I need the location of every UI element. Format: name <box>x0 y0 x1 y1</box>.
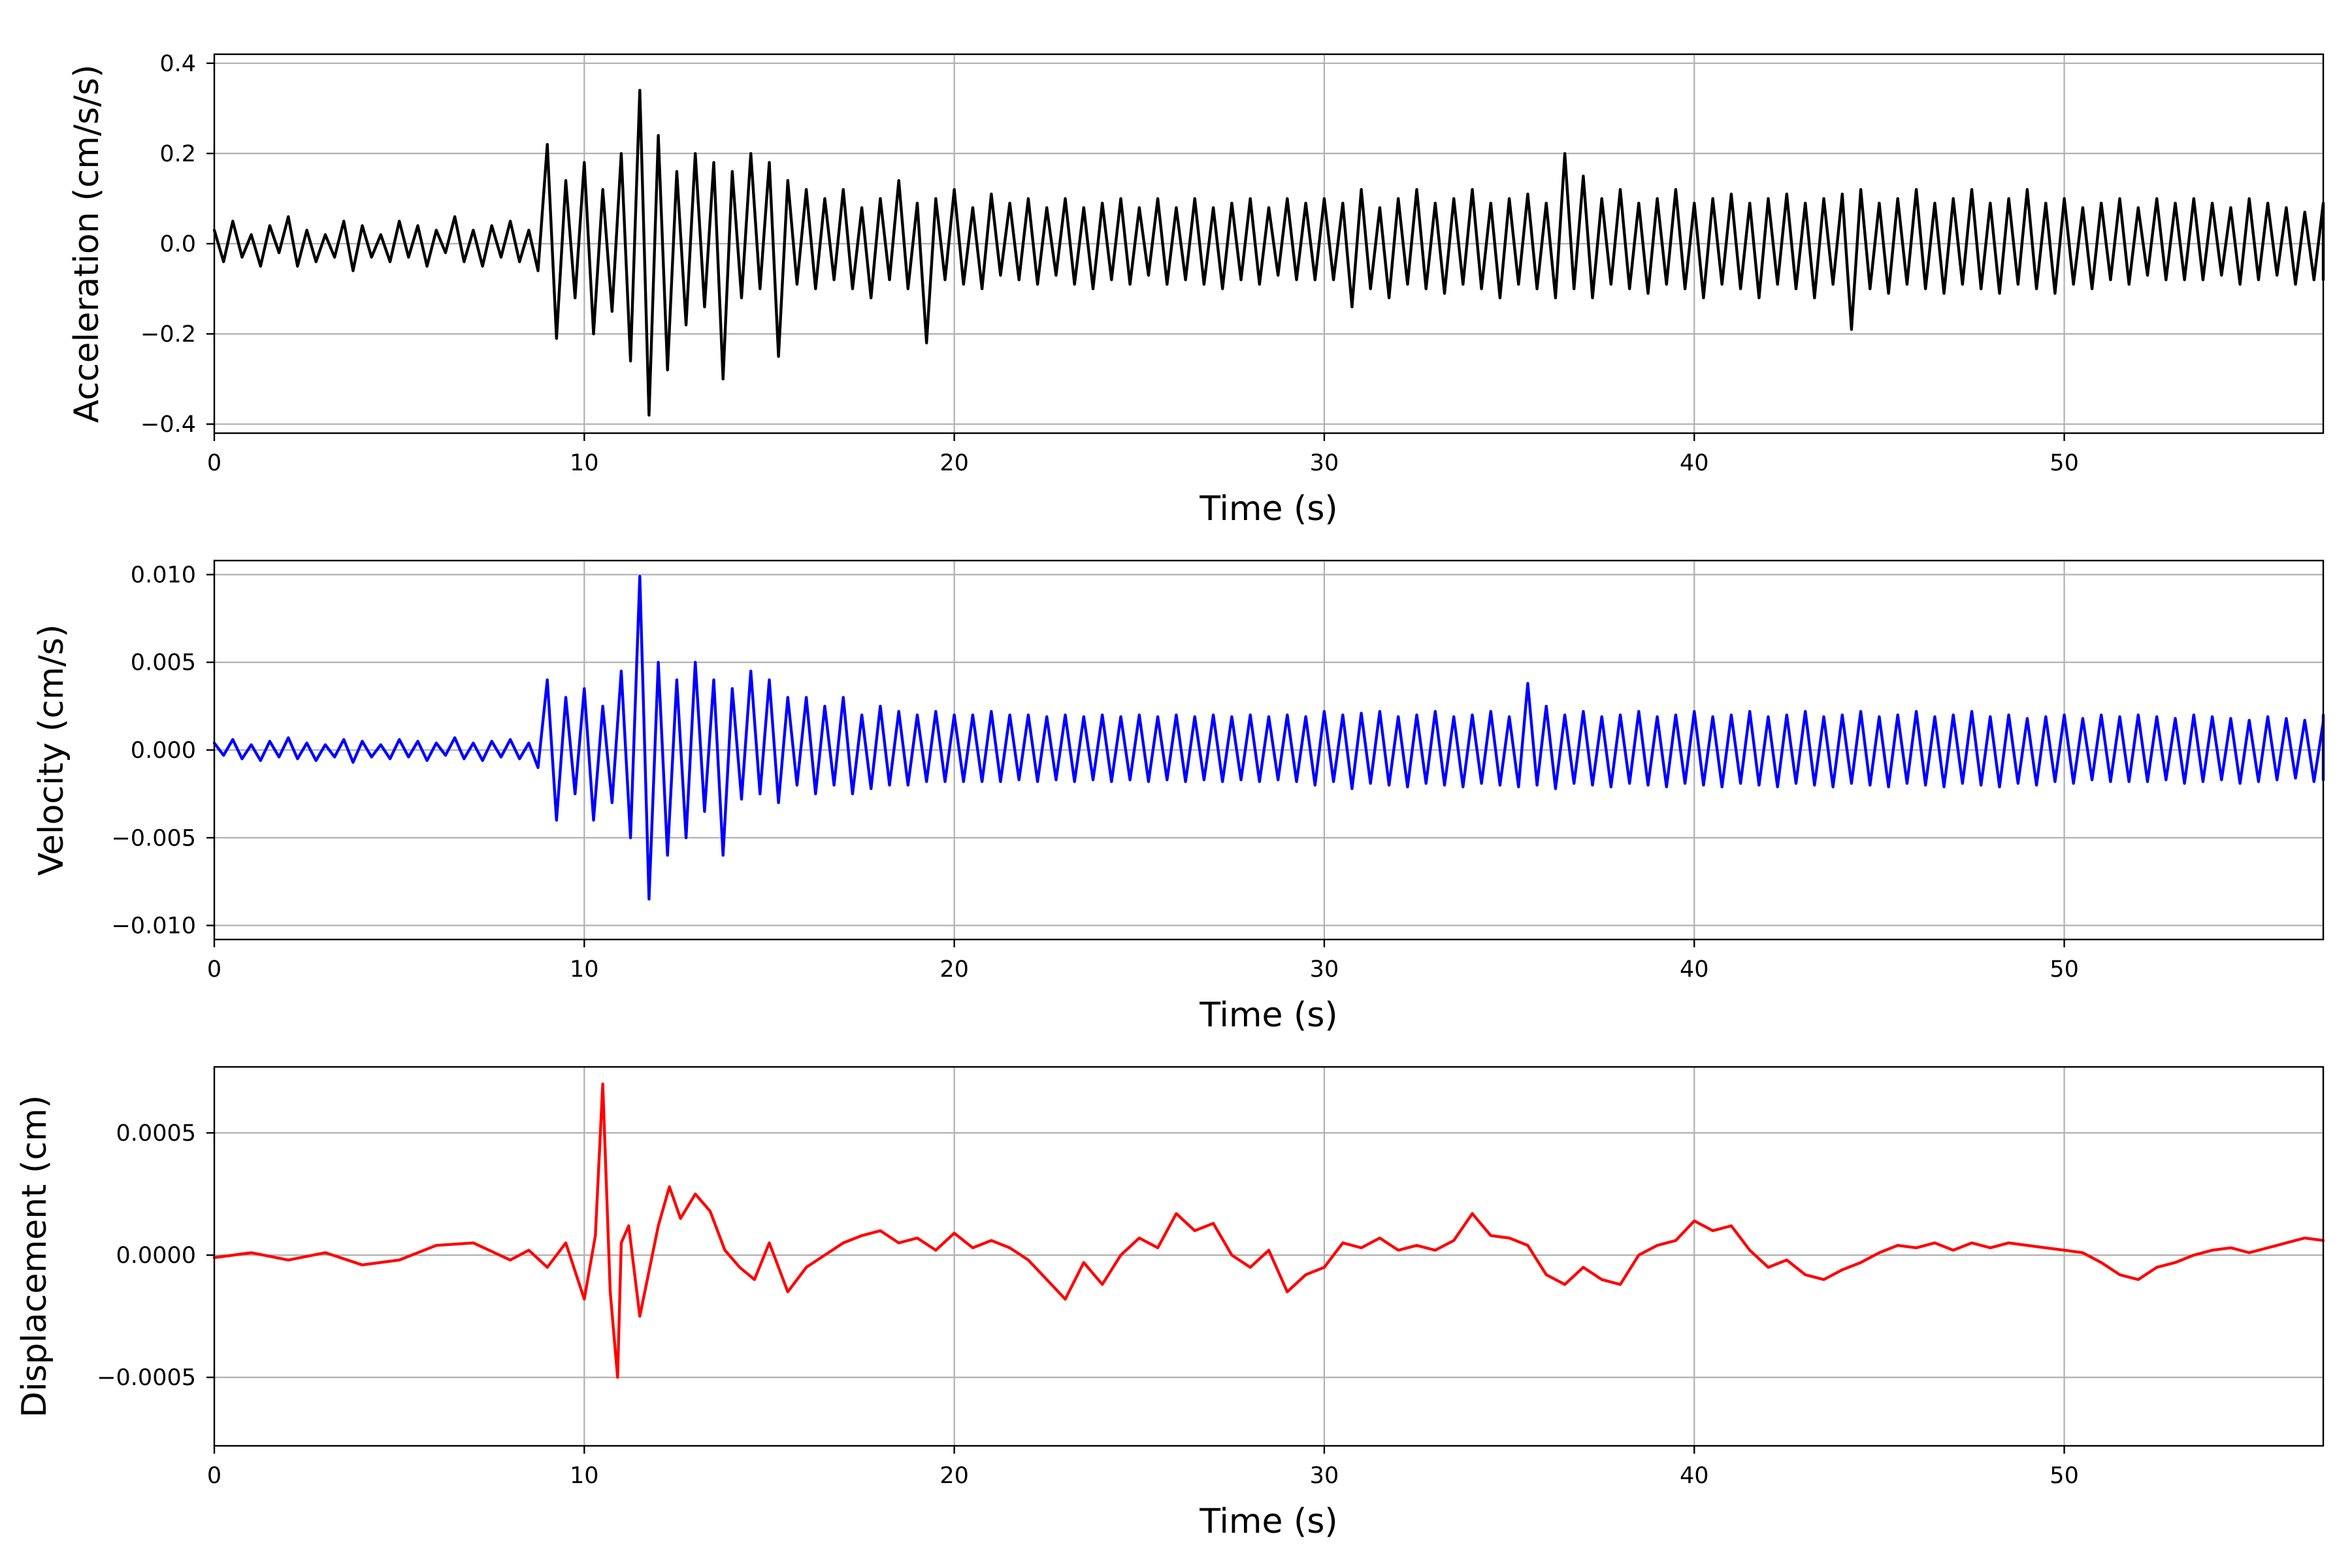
x-tick-label: 40 <box>1680 956 1709 983</box>
x-tick-label: 30 <box>1310 1463 1339 1489</box>
acceleration-y-axis-title: Acceleration (cm/s/s) <box>67 65 106 423</box>
acceleration-x-axis-title: Time (s) <box>1199 489 1337 529</box>
y-tick-label: −0.2 <box>140 321 196 348</box>
acceleration-trace-line <box>212 89 2325 417</box>
y-tick-label: 0.0 <box>159 231 196 257</box>
y-tick-label: 0.0000 <box>116 1243 196 1269</box>
velocity-panel: 0 10 20 30 40 50 −0.010 −0.005 0.000 0.005 0.010 Ti… <box>32 559 2325 1035</box>
x-tick-label: 10 <box>570 956 599 983</box>
x-tick-label: 10 <box>570 450 599 476</box>
velocity-trace-line <box>212 575 2325 901</box>
displacement-trace-line <box>212 1083 2325 1379</box>
y-tick-label: 0.4 <box>159 51 196 77</box>
x-tick-label: 10 <box>570 1463 599 1489</box>
x-tick-label: 0 <box>207 1463 221 1489</box>
displacement-plot-frame <box>213 1066 2325 1447</box>
y-tick-label: 0.000 <box>131 738 196 764</box>
x-tick-label: 0 <box>207 450 221 476</box>
x-tick-label: 30 <box>1310 450 1339 476</box>
x-tick-label: 0 <box>207 956 221 983</box>
y-tick-label: −0.0005 <box>97 1365 196 1391</box>
y-tick-label: 0.0005 <box>116 1120 196 1147</box>
displacement-panel: 0 10 20 30 40 50 −0.0005 0.0000 0.0005 Time (s) Di… <box>15 1066 2325 1541</box>
x-tick-label: 20 <box>939 1463 969 1489</box>
x-tick-label: 40 <box>1680 450 1709 476</box>
y-tick-label: −0.005 <box>111 825 196 851</box>
y-tick-label: −0.4 <box>140 412 196 438</box>
x-tick-label: 20 <box>939 450 969 476</box>
x-tick-label: 30 <box>1310 956 1339 983</box>
x-tick-label: 40 <box>1680 1463 1709 1489</box>
x-tick-label: 50 <box>2050 1463 2079 1489</box>
velocity-x-axis-title: Time (s) <box>1199 996 1337 1035</box>
y-tick-label: 0.010 <box>131 562 196 588</box>
displacement-x-axis-title: Time (s) <box>1199 1502 1337 1541</box>
acceleration-panel: 0 10 20 30 40 50 −0.4 −0.2 0.0 0.2 0.4 Time (s) Acce… <box>67 51 2325 529</box>
velocity-y-axis-title: Velocity (cm/s) <box>32 625 71 876</box>
displacement-y-axis-title: Displacement (cm) <box>15 1095 54 1418</box>
y-tick-label: −0.010 <box>111 913 196 939</box>
x-tick-label: 50 <box>2050 956 2079 983</box>
y-tick-label: 0.2 <box>159 141 196 167</box>
x-tick-label: 20 <box>939 956 969 983</box>
x-tick-label: 50 <box>2050 450 2079 476</box>
y-tick-label: 0.005 <box>131 650 196 676</box>
